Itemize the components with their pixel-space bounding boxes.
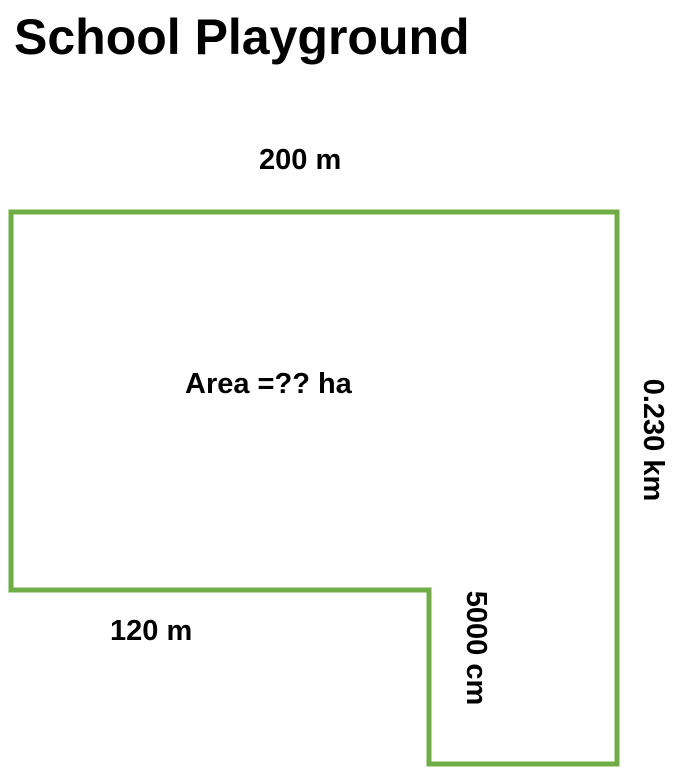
- page-title: School Playground: [14, 9, 470, 65]
- notch-side-label: 5000 cm: [460, 590, 492, 706]
- bottom-left-side-label: 120 m: [110, 615, 193, 647]
- right-side-label: 0.230 km: [637, 378, 669, 502]
- area-label: Area =?? ha: [185, 368, 352, 400]
- playground-outline: [8, 209, 620, 767]
- top-side-label: 200 m: [259, 144, 342, 176]
